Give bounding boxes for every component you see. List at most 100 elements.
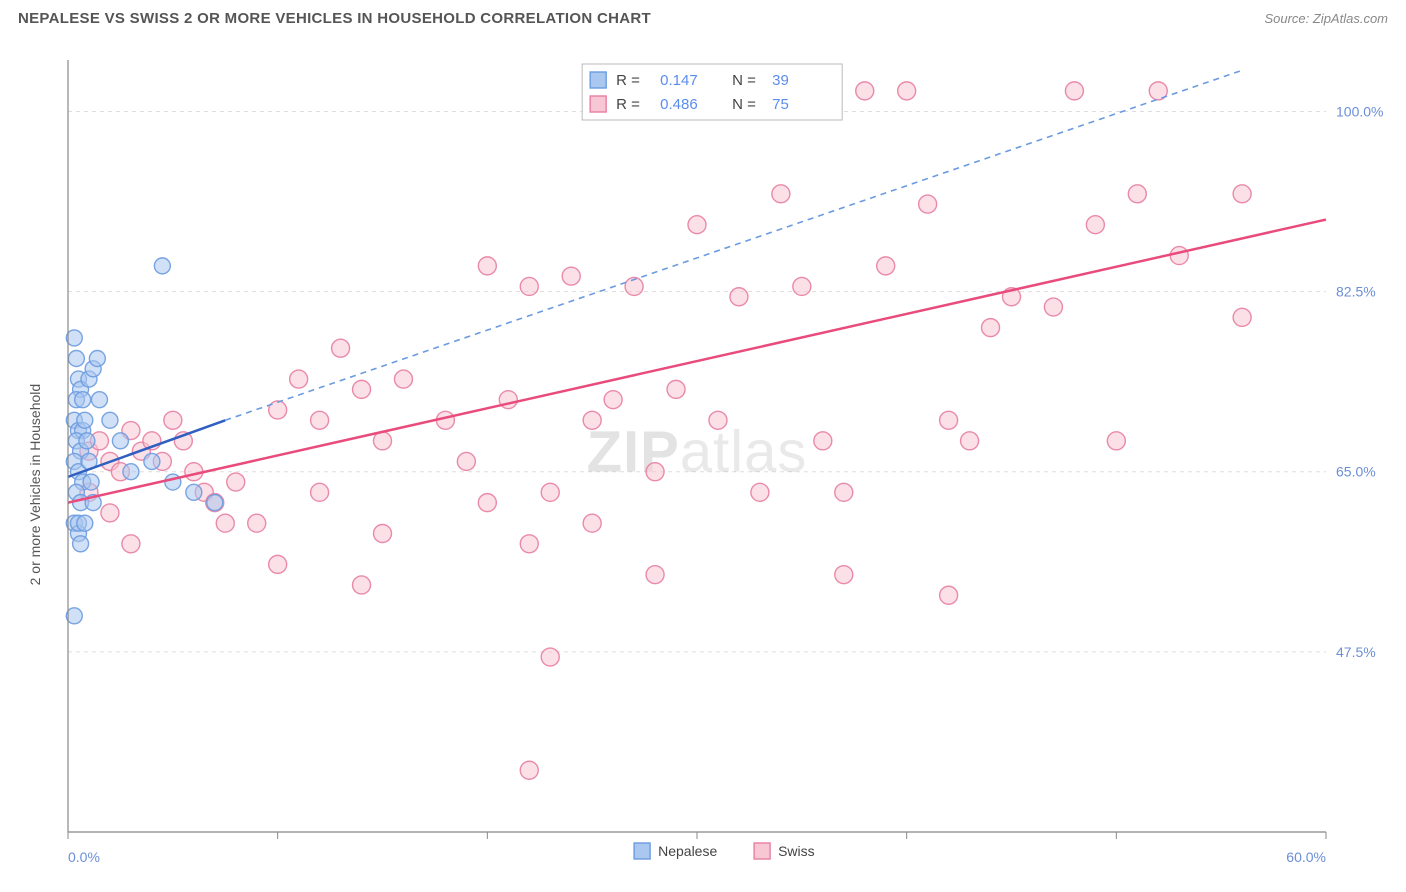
data-point-swiss	[227, 473, 245, 491]
data-point-nepalese	[91, 392, 107, 408]
data-point-swiss	[1233, 308, 1251, 326]
data-point-swiss	[688, 216, 706, 234]
data-point-swiss	[877, 257, 895, 275]
data-point-swiss	[751, 483, 769, 501]
legend-r-label: R =	[616, 96, 640, 113]
data-point-nepalese	[112, 433, 128, 449]
chart-container: ZIPatlas 47.5% 65.0% 82.5% 100.0% 0.0% 60.0% 2 …	[18, 40, 1396, 882]
data-point-swiss	[311, 411, 329, 429]
legend-n-value: 75	[772, 96, 789, 113]
data-point-swiss	[562, 267, 580, 285]
data-point-nepalese	[165, 474, 181, 490]
data-point-swiss	[478, 257, 496, 275]
data-point-swiss	[667, 380, 685, 398]
data-point-nepalese	[186, 484, 202, 500]
data-point-nepalese	[102, 412, 118, 428]
data-point-swiss	[1170, 247, 1188, 265]
data-point-swiss	[793, 277, 811, 295]
bottom-legend-swatch	[754, 843, 770, 859]
data-point-swiss	[332, 339, 350, 357]
data-point-swiss	[856, 82, 874, 100]
data-point-swiss	[583, 411, 601, 429]
data-point-nepalese	[66, 608, 82, 624]
data-point-nepalese	[77, 515, 93, 531]
data-point-swiss	[1065, 82, 1083, 100]
data-point-swiss	[1107, 432, 1125, 450]
watermark: ZIPatlas	[587, 420, 808, 485]
data-point-swiss	[583, 514, 601, 532]
data-point-swiss	[122, 535, 140, 553]
data-point-swiss	[374, 524, 392, 542]
data-point-nepalese	[207, 495, 223, 511]
data-point-swiss	[374, 432, 392, 450]
data-point-swiss	[709, 411, 727, 429]
data-point-swiss	[1086, 216, 1104, 234]
data-point-nepalese	[68, 351, 84, 367]
data-point-swiss	[353, 380, 371, 398]
data-point-nepalese	[75, 392, 91, 408]
data-point-swiss	[353, 576, 371, 594]
bottom-legend-label: Swiss	[778, 843, 815, 859]
data-point-nepalese	[144, 453, 160, 469]
data-point-nepalese	[154, 258, 170, 274]
legend-swatch	[590, 72, 606, 88]
legend-r-label: R =	[616, 72, 640, 89]
y-tick-label: 82.5%	[1336, 284, 1376, 300]
data-point-swiss	[961, 432, 979, 450]
data-point-swiss	[835, 483, 853, 501]
data-point-swiss	[520, 535, 538, 553]
data-point-nepalese	[83, 474, 99, 490]
data-point-swiss	[919, 195, 937, 213]
data-point-swiss	[814, 432, 832, 450]
data-point-swiss	[248, 514, 266, 532]
scatter-chart-svg: ZIPatlas 47.5% 65.0% 82.5% 100.0% 0.0% 60.0% 2 …	[18, 40, 1396, 882]
data-point-nepalese	[89, 351, 105, 367]
data-point-swiss	[457, 452, 475, 470]
data-point-swiss	[101, 504, 119, 522]
legend-n-label: N =	[732, 72, 756, 89]
data-point-swiss	[290, 370, 308, 388]
data-point-swiss	[604, 391, 622, 409]
data-point-swiss	[646, 566, 664, 584]
data-point-swiss	[646, 463, 664, 481]
y-tick-label: 47.5%	[1336, 644, 1376, 660]
data-point-swiss	[164, 411, 182, 429]
data-point-swiss	[311, 483, 329, 501]
data-point-swiss	[478, 494, 496, 512]
data-point-swiss	[541, 483, 559, 501]
data-point-swiss	[1233, 185, 1251, 203]
legend-n-value: 39	[772, 72, 789, 89]
bottom-legend-label: Nepalese	[658, 843, 717, 859]
data-point-nepalese	[123, 464, 139, 480]
data-point-swiss	[541, 648, 559, 666]
source-credit: Source: ZipAtlas.com	[1264, 11, 1388, 26]
data-point-swiss	[1044, 298, 1062, 316]
data-point-swiss	[1128, 185, 1146, 203]
x-max-label: 60.0%	[1286, 849, 1326, 865]
data-point-nepalese	[66, 330, 82, 346]
bottom-legend-swatch	[634, 843, 650, 859]
legend-r-value: 0.147	[660, 72, 698, 89]
data-point-swiss	[835, 566, 853, 584]
data-point-swiss	[898, 82, 916, 100]
data-point-nepalese	[77, 412, 93, 428]
data-point-swiss	[520, 761, 538, 779]
data-point-swiss	[940, 411, 958, 429]
legend-r-value: 0.486	[660, 96, 698, 113]
data-point-nepalese	[73, 536, 89, 552]
x-min-label: 0.0%	[68, 849, 100, 865]
y-axis-label: 2 or more Vehicles in Household	[27, 384, 43, 586]
data-point-swiss	[730, 288, 748, 306]
legend-swatch	[590, 96, 606, 112]
data-point-swiss	[269, 555, 287, 573]
chart-title: NEPALESE VS SWISS 2 OR MORE VEHICLES IN …	[18, 10, 651, 27]
data-point-swiss	[982, 319, 1000, 337]
data-point-nepalese	[79, 433, 95, 449]
data-point-swiss	[772, 185, 790, 203]
y-tick-label: 65.0%	[1336, 464, 1376, 480]
legend-n-label: N =	[732, 96, 756, 113]
data-point-swiss	[394, 370, 412, 388]
data-point-swiss	[940, 586, 958, 604]
data-point-swiss	[216, 514, 234, 532]
y-tick-label: 100.0%	[1336, 103, 1383, 119]
